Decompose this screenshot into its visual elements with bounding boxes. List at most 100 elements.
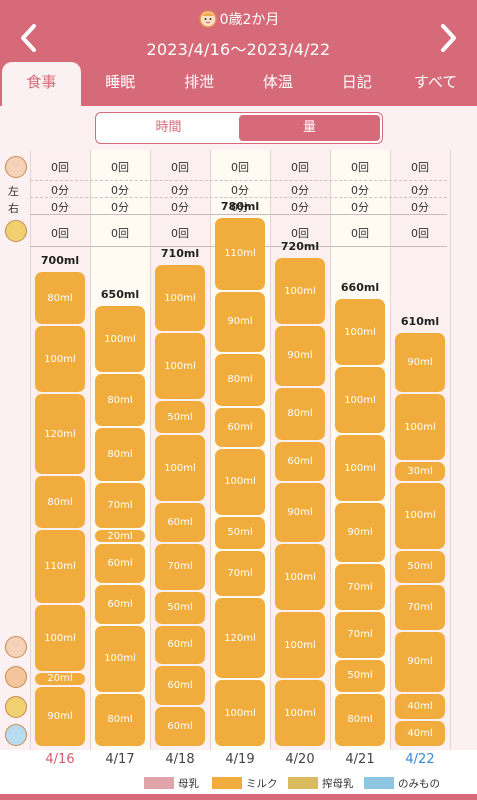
column-divider — [390, 150, 391, 750]
day-stat-left: 0分 — [51, 184, 69, 197]
milk-feeding-bar[interactable]: 100ml — [215, 680, 265, 746]
milk-feeding-bar[interactable]: 110ml — [215, 217, 265, 291]
chevron-right-icon[interactable] — [433, 18, 463, 58]
milk-feeding-bar[interactable]: 100ml — [275, 544, 325, 610]
milk-feeding-bar[interactable]: 50ml — [335, 659, 385, 692]
milk-feeding-bar[interactable]: 90ml — [35, 686, 85, 746]
milk-feeding-bar[interactable]: 80ml — [35, 476, 85, 529]
date-label[interactable]: 4/16 — [45, 752, 75, 767]
tab-0[interactable]: 食事 — [2, 62, 81, 106]
column-divider — [30, 150, 31, 750]
milk-feeding-bar[interactable]: 60ml — [155, 625, 205, 665]
milk-feeding-bar[interactable]: 80ml — [95, 374, 145, 427]
milk-feeding-bar[interactable]: 80ml — [95, 428, 145, 481]
legend-label: 母乳 — [178, 778, 199, 790]
milk-feeding-bar[interactable]: 80ml — [95, 693, 145, 746]
milk-feeding-bar[interactable]: 60ml — [95, 584, 145, 624]
tab-4[interactable]: 日記 — [341, 73, 372, 91]
milk-feeding-bar[interactable]: 120ml — [215, 598, 265, 678]
day-stat-breast-count: 0回 — [291, 161, 309, 174]
tab-2[interactable]: 排泄 — [184, 73, 215, 91]
milk-feeding-bar[interactable]: 70ml — [335, 612, 385, 658]
milk-feeding-bar[interactable]: 50ml — [215, 516, 265, 549]
milk-feeding-bar[interactable]: 100ml — [35, 605, 85, 672]
milk-feeding-bar[interactable]: 100ml — [335, 435, 385, 502]
milk-feeding-bar[interactable]: 100ml — [155, 333, 205, 400]
milk-feeding-bar[interactable]: 60ml — [155, 666, 205, 706]
milk-feeding-bar[interactable]: 100ml — [95, 625, 145, 692]
milk-feeding-bar[interactable]: 90ml — [395, 632, 445, 692]
milk-feeding-bar[interactable]: 50ml — [155, 591, 205, 624]
milk-feeding-bar[interactable]: 100ml — [395, 482, 445, 549]
date-label[interactable]: 4/17 — [105, 752, 135, 767]
right-side-label: 右 — [8, 202, 19, 215]
milk-feeding-bar[interactable]: 100ml — [155, 265, 205, 332]
milk-feeding-bar[interactable]: 70ml — [95, 482, 145, 529]
milk-feeding-bar[interactable]: 60ml — [155, 503, 205, 542]
milk-feeding-bar[interactable]: 110ml — [35, 530, 85, 604]
mode-time-button[interactable]: 時間 — [155, 120, 182, 135]
daily-total: 610ml — [400, 315, 440, 329]
milk-feeding-bar[interactable]: 90ml — [395, 333, 445, 393]
milk-feeding-bar[interactable]: 70ml — [155, 544, 205, 590]
milk-feeding-bar[interactable]: 20ml — [95, 530, 145, 542]
milk-feeding-bar[interactable]: 60ml — [95, 544, 145, 583]
milk-feeding-bar[interactable]: 30ml — [395, 462, 445, 481]
milk-feeding-bar[interactable]: 80ml — [275, 387, 325, 440]
milk-feeding-bar[interactable]: 50ml — [155, 401, 205, 434]
milk-feeding-bar[interactable]: 100ml — [215, 448, 265, 515]
day-stat-pumped-count: 0回 — [291, 227, 309, 240]
date-label[interactable]: 4/19 — [225, 752, 255, 767]
chevron-left-icon[interactable] — [14, 18, 44, 58]
milk-feeding-bar[interactable]: 100ml — [155, 435, 205, 502]
day-stat-breast-count: 0回 — [411, 161, 429, 174]
milk-feeding-bar[interactable]: 100ml — [275, 612, 325, 678]
day-stat-pumped-count: 0回 — [51, 227, 69, 240]
mode-amount-button[interactable]: 量 — [239, 115, 380, 141]
milk-feeding-bar[interactable]: 100ml — [395, 394, 445, 461]
tab-5[interactable]: すべて — [413, 73, 458, 91]
milk-feeding-bar[interactable]: 50ml — [395, 550, 445, 583]
milk-feeding-bar[interactable]: 40ml — [395, 693, 445, 719]
milk-feeding-bar[interactable]: 70ml — [215, 550, 265, 597]
milk-feeding-bar[interactable]: 100ml — [335, 367, 385, 434]
column-divider — [90, 150, 91, 750]
milk-feeding-bar[interactable]: 90ml — [335, 503, 385, 563]
day-stat-pumped-count: 0回 — [411, 227, 429, 240]
milk-feeding-bar[interactable]: 90ml — [215, 292, 265, 352]
day-stat-pumped-count: 0回 — [171, 227, 189, 240]
milk-feeding-bar[interactable]: 100ml — [275, 680, 325, 746]
date-label[interactable]: 4/18 — [165, 752, 195, 767]
milk-feeding-bar[interactable]: 60ml — [275, 442, 325, 481]
legend-label: ミルク — [246, 778, 278, 790]
milk-feeding-bar[interactable]: 100ml — [275, 258, 325, 325]
milk-feeding-bar[interactable]: 90ml — [275, 482, 325, 542]
milk-feeding-bar[interactable]: 40ml — [395, 720, 445, 746]
milk-feeding-bar[interactable]: 60ml — [215, 408, 265, 447]
milk-feeding-bar[interactable]: 100ml — [35, 326, 85, 393]
column-divider — [330, 150, 331, 750]
tab-3[interactable]: 体温 — [262, 73, 293, 91]
day-stat-breast-count: 0回 — [51, 161, 69, 174]
milk-feeding-bar[interactable]: 100ml — [335, 299, 385, 366]
milk-feeding-bar[interactable]: 70ml — [395, 584, 445, 631]
milk-feeding-bar[interactable]: 100ml — [95, 306, 145, 372]
legend-item: ミルク — [212, 776, 278, 791]
milk-feeding-bar[interactable]: 80ml — [215, 353, 265, 406]
tab-1[interactable]: 睡眠 — [105, 73, 136, 91]
bottom-bar — [0, 794, 477, 800]
legend-swatch — [212, 777, 242, 789]
day-stat-right: 0分 — [171, 201, 189, 214]
legend-item: 搾母乳 — [288, 776, 354, 791]
milk-feeding-bar[interactable]: 20ml — [35, 673, 85, 685]
milk-feeding-bar[interactable]: 90ml — [275, 326, 325, 386]
milk-feeding-bar[interactable]: 120ml — [35, 394, 85, 474]
milk-feeding-bar[interactable]: 70ml — [335, 564, 385, 610]
milk-feeding-bar[interactable]: 80ml — [335, 693, 385, 746]
milk-feeding-bar[interactable]: 60ml — [155, 707, 205, 746]
date-label[interactable]: 4/20 — [285, 752, 315, 767]
date-label[interactable]: 4/22 — [405, 752, 435, 767]
child-age: 0歳2か月 — [0, 8, 477, 29]
date-label[interactable]: 4/21 — [345, 752, 375, 767]
milk-feeding-bar[interactable]: 80ml — [35, 272, 85, 325]
